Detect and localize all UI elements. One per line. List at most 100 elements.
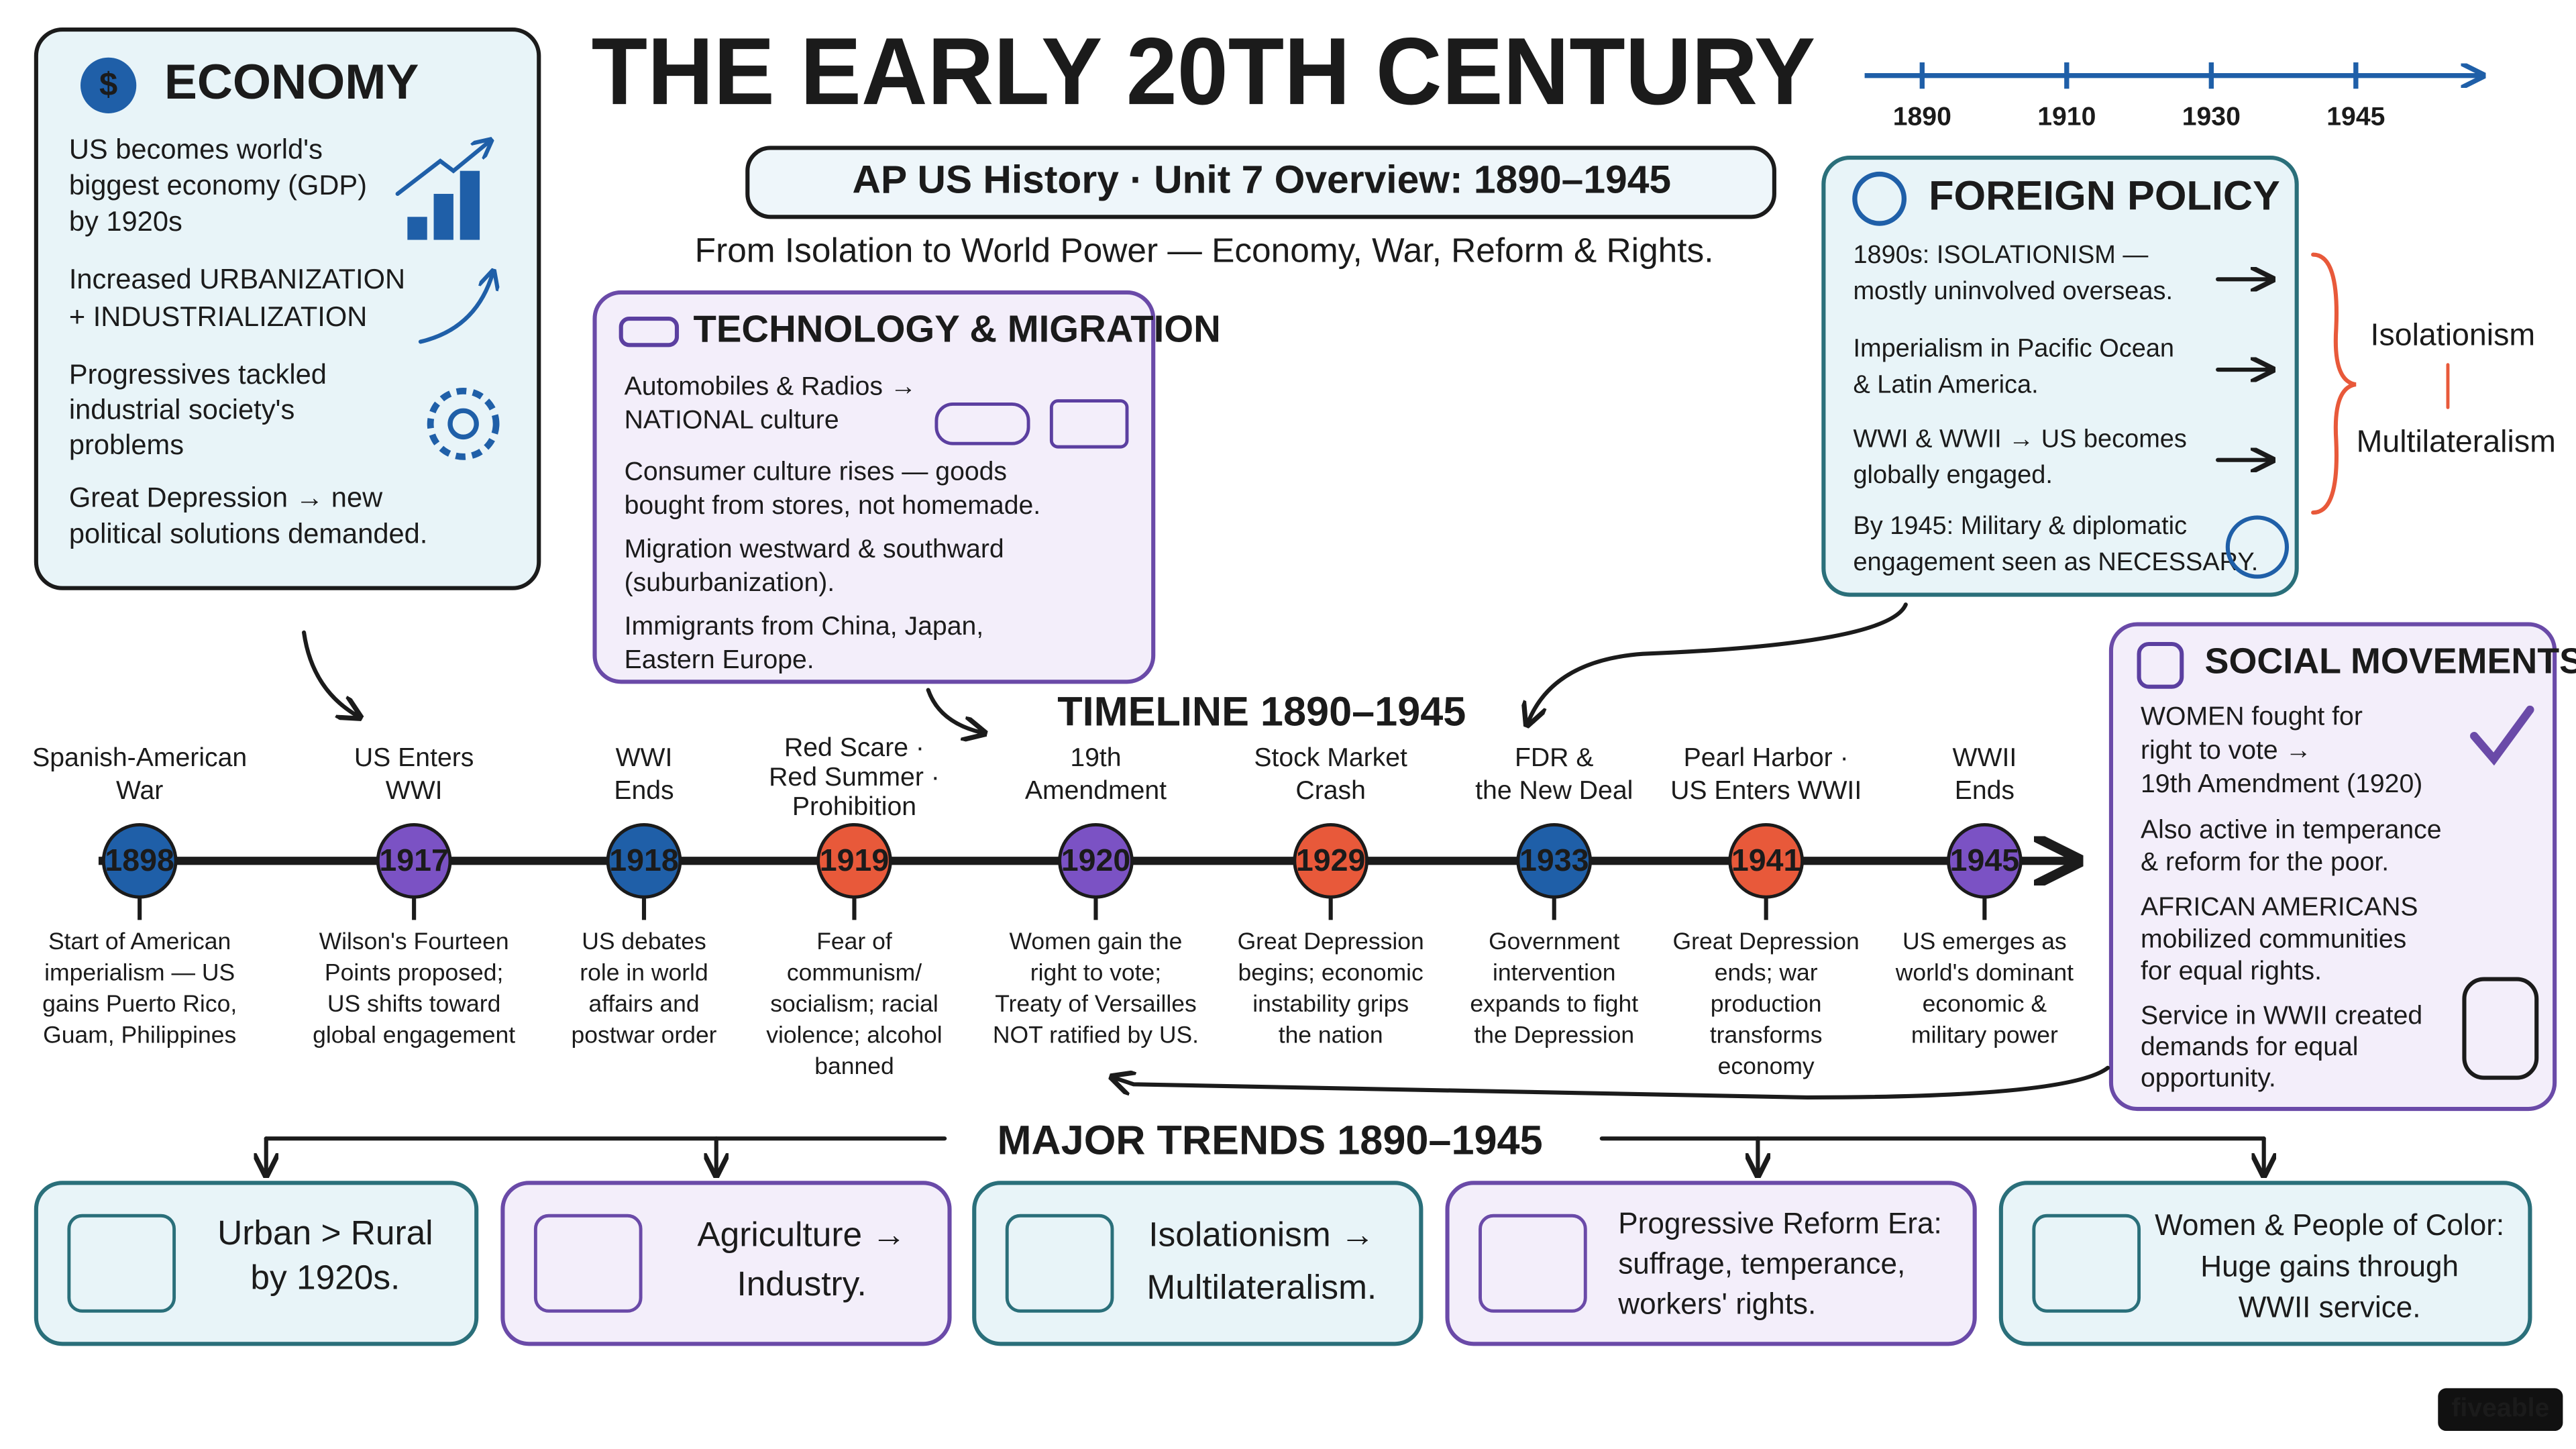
- technology-arrow: [926, 688, 983, 733]
- social-item-line: opportunity.: [2141, 1063, 2276, 1092]
- event-description-line: Wilson's Fourteen: [319, 928, 509, 955]
- social-item-line: Also active in temperance: [2141, 816, 2442, 845]
- trend-line: Huge gains through: [2200, 1250, 2459, 1283]
- event-description-line: world's dominant: [1895, 959, 2074, 986]
- event-description-line: economy: [1718, 1053, 1815, 1079]
- economy-icon: [80, 57, 137, 113]
- social-item-line: Service in WWII created: [2141, 1001, 2422, 1030]
- technology-title: TECHNOLOGY & MIGRATION: [693, 308, 1220, 350]
- trend-box: [34, 1181, 479, 1346]
- event-label-line: Crash: [1295, 776, 1366, 805]
- trend-line: suffrage, temperance,: [1618, 1248, 1905, 1281]
- event-label-line: Ends: [614, 776, 674, 805]
- economy-item-line: Increased URBANIZATION: [69, 263, 405, 294]
- social-item-line: & reform for the poor.: [2141, 847, 2389, 876]
- event-year: 1929: [1296, 843, 1365, 877]
- foreign-policy-item-line: globally engaged.: [1853, 461, 2052, 489]
- trend-icon: [1005, 1214, 1114, 1313]
- event-year: 1898: [105, 843, 174, 877]
- event-description-line: expands to fight: [1470, 990, 1638, 1017]
- event-description-line: violence; alcohol: [766, 1022, 942, 1049]
- mini-timeline-label: 1890: [1893, 103, 1951, 131]
- event-description-line: ends; war: [1715, 959, 1818, 986]
- event-description-line: Women gain the: [1010, 928, 1183, 955]
- brand-badge: [2438, 1388, 2563, 1432]
- economy-item-line: + INDUSTRIALIZATION: [69, 301, 367, 332]
- event-description-line: Points proposed;: [325, 959, 503, 986]
- trend-box: [500, 1181, 952, 1346]
- foreign-policy-box: [1821, 156, 2299, 597]
- tagline: From Isolation to World Power — Economy,…: [695, 231, 1714, 270]
- social-item-line: AFRICAN AMERICANS: [2141, 893, 2418, 922]
- event-description-line: postwar order: [571, 1022, 716, 1049]
- social-item-line: mobilized communities: [2141, 924, 2406, 953]
- car-drawing: [934, 402, 1030, 445]
- foreign-policy-item-line: WWI & WWII → US becomes: [1853, 425, 2186, 453]
- event-description-line: intervention: [1493, 959, 1616, 986]
- economy-title: ECONOMY: [164, 54, 419, 109]
- trend-line: workers' rights.: [1617, 1288, 1816, 1321]
- event-label-line: FDR &: [1515, 743, 1594, 772]
- event-label-line: Amendment: [1025, 776, 1167, 805]
- trends-title: MAJOR TRENDS 1890–1945: [997, 1118, 1542, 1163]
- event-year: 1919: [820, 843, 889, 877]
- trend-icon: [1479, 1214, 1587, 1313]
- event-description-line: Start of American: [48, 928, 231, 955]
- globe-icon: [1852, 171, 1907, 226]
- mini-timeline-label: 1910: [2037, 103, 2096, 131]
- economy-item-line: Great Depression → new: [69, 481, 383, 513]
- event-year: 1917: [379, 843, 448, 877]
- car-icon: [619, 317, 680, 347]
- trend-line: Isolationism →: [1148, 1215, 1375, 1254]
- event-description-line: imperialism — US: [44, 959, 235, 986]
- bar-chart-icon: [433, 193, 453, 240]
- event-description-line: Great Depression: [1673, 928, 1860, 955]
- trend-icon: [67, 1214, 176, 1313]
- event-year: 1941: [1731, 843, 1801, 877]
- event-year: 1918: [609, 843, 678, 877]
- bar-chart-icon: [460, 170, 480, 240]
- social-item-line: demands for equal: [2141, 1032, 2358, 1061]
- event-label-line: Spanish-American: [32, 743, 247, 772]
- event-description-line: Guam, Philippines: [43, 1022, 236, 1049]
- mini-timeline-label: 1945: [2326, 103, 2385, 131]
- technology-item-line: Immigrants from China, Japan,: [625, 612, 984, 641]
- event-description-line: banned: [814, 1053, 894, 1079]
- trend-line: Multilateralism.: [1146, 1267, 1377, 1306]
- event-description-line: military power: [1911, 1022, 2058, 1049]
- economy-item-line: by 1920s: [69, 205, 182, 237]
- trend-line: Agriculture →: [697, 1215, 906, 1254]
- brand: fiveable: [2451, 1394, 2549, 1423]
- main-title: THE EARLY 20TH CENTURY: [592, 18, 1815, 125]
- social-item-line: WOMEN fought for: [2141, 702, 2363, 731]
- event-description-line: Great Depression: [1238, 928, 1424, 955]
- trend-box: [1445, 1181, 1977, 1346]
- subtitle-box: [745, 146, 1776, 219]
- trend-line: Industry.: [737, 1264, 866, 1303]
- economy-item-line: problems: [69, 429, 184, 460]
- shift-from: Isolationism: [2371, 317, 2536, 352]
- event-description-line: Fear of: [816, 928, 892, 955]
- social-movements-title: SOCIAL MOVEMENTS: [2205, 641, 2576, 682]
- radio-drawing: [1049, 399, 1129, 449]
- growth-arrow-icon: [395, 142, 490, 197]
- foreign-policy-item-line: By 1945: Military & diplomatic: [1853, 512, 2187, 540]
- event-description-line: US emerges as: [1902, 928, 2067, 955]
- event-description-line: socialism; racial: [770, 990, 938, 1017]
- trend-line: WWII service.: [2239, 1291, 2421, 1324]
- event-description-line: the nation: [1279, 1022, 1383, 1049]
- foreign-policy-item-line: engagement seen as NECESSARY.: [1853, 548, 2258, 576]
- gear-icon: [427, 387, 500, 460]
- event-description-line: transforms: [1710, 1022, 1823, 1049]
- event-description-line: role in world: [580, 959, 708, 986]
- shift-brace: [2311, 252, 2357, 515]
- event-label-line: Red Scare ·: [784, 733, 924, 762]
- foreign-policy-item-line: 1890s: ISOLATIONISM —: [1853, 241, 2148, 269]
- event-description-line: instability grips: [1252, 990, 1409, 1017]
- technology-box: [592, 290, 1156, 684]
- subtitle: AP US History · Unit 7 Overview: 1890–19…: [853, 158, 1672, 201]
- trend-box: [972, 1181, 1424, 1346]
- event-year: 1920: [1061, 843, 1130, 877]
